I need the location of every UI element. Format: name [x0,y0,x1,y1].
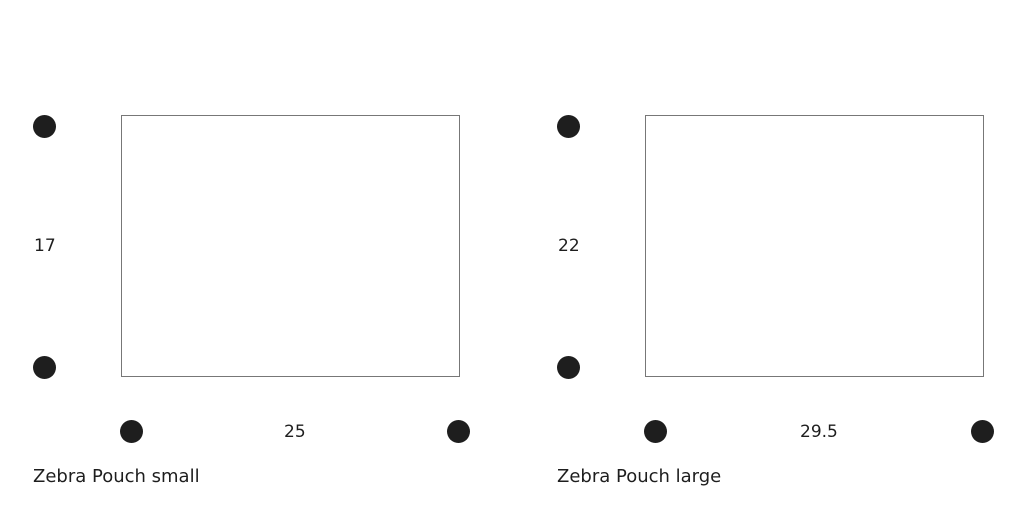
width-marker-left [644,420,667,443]
width-marker-left [120,420,143,443]
product-diagram-small: 17 25 Zebra Pouch small [0,0,500,526]
product-outline [121,115,460,377]
height-label: 17 [34,236,56,256]
height-marker-top [33,115,56,138]
product-name: Zebra Pouch small [33,466,200,487]
width-marker-right [447,420,470,443]
height-marker-top [557,115,580,138]
width-label: 25 [284,422,306,442]
width-label: 29.5 [800,422,838,442]
height-marker-bottom [33,356,56,379]
product-diagram-large: 22 29.5 Zebra Pouch large [524,0,1024,526]
height-marker-bottom [557,356,580,379]
product-name: Zebra Pouch large [557,466,722,487]
product-outline [645,115,984,377]
width-marker-right [971,420,994,443]
height-label: 22 [558,236,580,256]
